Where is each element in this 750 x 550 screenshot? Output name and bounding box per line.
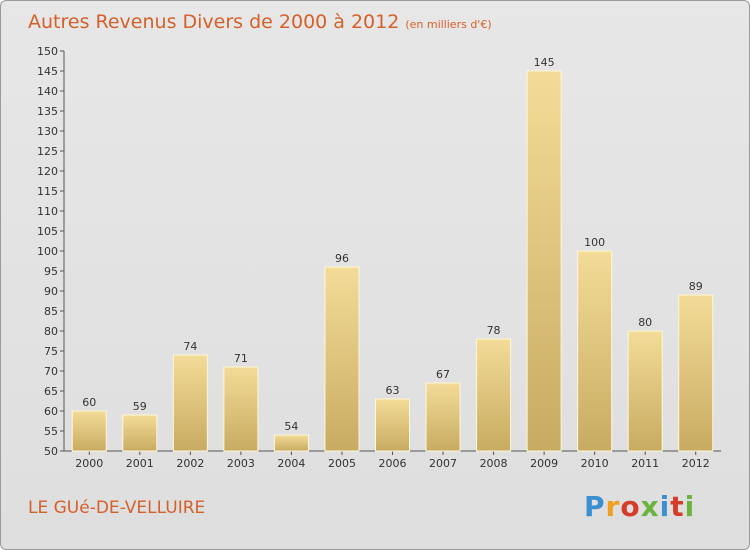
x-tick-label: 2000 xyxy=(75,457,103,470)
x-tick-label: 2004 xyxy=(277,457,305,470)
value-label: 74 xyxy=(183,340,197,353)
y-tick-label: 55 xyxy=(44,425,58,438)
title-text: Autres Revenus Divers de 2000 à 2012 xyxy=(28,11,400,33)
bar-2010 xyxy=(577,250,613,452)
y-tick-label: 65 xyxy=(44,385,58,398)
x-tick-label: 2008 xyxy=(480,457,508,470)
y-tick-label: 135 xyxy=(37,105,58,118)
logo-letter: o xyxy=(620,490,641,523)
x-tick-label: 2003 xyxy=(227,457,255,470)
y-tick-label: 90 xyxy=(44,285,58,298)
y-tick-label: 60 xyxy=(44,405,58,418)
value-label: 71 xyxy=(234,352,248,365)
value-label: 145 xyxy=(534,56,555,69)
logo-letter: P xyxy=(584,490,606,523)
y-axis: 50 55 60 65 70 75 80 85 90 95 100 105 110 115 120 125 13… xyxy=(37,45,65,458)
y-tick-label: 150 xyxy=(37,45,58,58)
x-tick-label: 2002 xyxy=(176,457,204,470)
bar-2012 xyxy=(678,294,714,452)
x-tick-label: 2012 xyxy=(682,457,710,470)
y-tick-label: 125 xyxy=(37,145,58,158)
y-tick-label: 50 xyxy=(44,445,58,458)
bar-2002 xyxy=(172,354,208,452)
bar-2003 xyxy=(223,366,259,452)
y-tick-label: 100 xyxy=(37,245,58,258)
y-tick-label: 130 xyxy=(37,125,58,138)
y-tick-label: 115 xyxy=(37,185,58,198)
value-label: 80 xyxy=(638,316,652,329)
bar-2009 xyxy=(526,70,562,452)
value-labels: 60 59 74 71 54 96 63 67 78 145 100 80 89 xyxy=(82,56,702,433)
chart-title: Autres Revenus Divers de 2000 à 2012 (en … xyxy=(28,11,492,33)
y-tick-label: 95 xyxy=(44,265,58,278)
y-tick-label: 75 xyxy=(44,345,58,358)
bar-2006 xyxy=(375,398,410,452)
value-label: 67 xyxy=(436,368,450,381)
x-tick-label: 2011 xyxy=(631,457,659,470)
y-tick-label: 140 xyxy=(37,85,58,98)
x-tick-label: 2006 xyxy=(379,457,407,470)
logo-letter: r xyxy=(605,490,621,523)
bar-2005 xyxy=(324,266,360,452)
y-tick-label: 85 xyxy=(44,305,58,318)
value-label: 89 xyxy=(689,280,703,293)
bar-2011 xyxy=(627,330,663,452)
value-label: 96 xyxy=(335,252,349,265)
town-name: LE GUé-DE-VELLUIRE xyxy=(28,498,206,518)
value-label: 54 xyxy=(284,420,298,433)
y-tick-label: 80 xyxy=(44,325,58,338)
logo-letter: i xyxy=(684,490,696,523)
bar-2008 xyxy=(476,338,512,452)
y-tick-label: 110 xyxy=(37,205,58,218)
proxiti-logo[interactable]: Proxiti xyxy=(584,490,695,523)
y-tick-label: 105 xyxy=(37,225,58,238)
x-tick-label: 2005 xyxy=(328,457,356,470)
logo-letter: t xyxy=(670,490,685,523)
x-tick-label: 2009 xyxy=(530,457,558,470)
chart-subtitle: (en milliers d'€) xyxy=(405,18,492,31)
bar-2004 xyxy=(273,434,309,452)
y-tick-label: 145 xyxy=(37,65,58,78)
y-tick-label: 120 xyxy=(37,165,58,178)
logo-letter: x xyxy=(640,490,660,523)
logo-letter: i xyxy=(659,490,671,523)
value-label: 63 xyxy=(386,384,400,397)
x-tick-label: 2010 xyxy=(581,457,609,470)
value-label: 59 xyxy=(133,400,147,413)
value-label: 78 xyxy=(487,324,501,337)
value-label: 100 xyxy=(584,236,605,249)
bar-2007 xyxy=(425,382,461,452)
bar-2001 xyxy=(122,414,158,452)
bars xyxy=(71,70,714,452)
y-tick-label: 70 xyxy=(44,365,58,378)
x-axis: 2000 2001 2002 2003 2004 2005 2006 2007 2008 2009… xyxy=(64,450,721,470)
x-tick-label: 2001 xyxy=(126,457,154,470)
x-tick-label: 2007 xyxy=(429,457,457,470)
value-label: 60 xyxy=(82,396,96,409)
bar-2000 xyxy=(71,410,107,452)
